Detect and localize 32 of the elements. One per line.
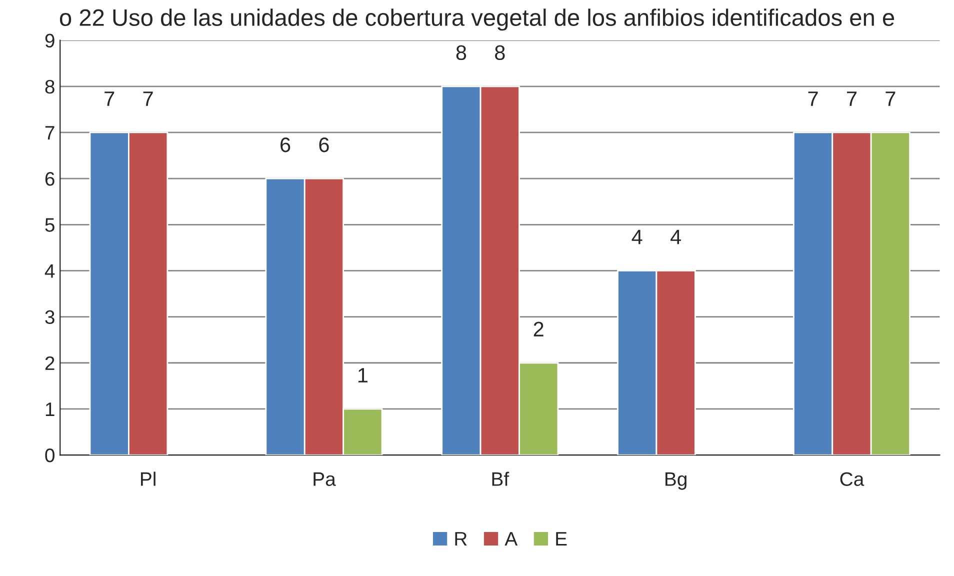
data-label: 2 bbox=[534, 322, 544, 336]
y-tick-label: 3 bbox=[45, 310, 54, 324]
data-label: 4 bbox=[632, 230, 642, 244]
data-label: 6 bbox=[319, 137, 329, 152]
data-label: 7 bbox=[808, 92, 818, 106]
data-label: 8 bbox=[495, 45, 505, 60]
y-tick-label: 9 bbox=[45, 34, 54, 48]
data-label: 1 bbox=[358, 368, 368, 382]
x-tick-label: Ca bbox=[840, 472, 864, 486]
legend-label: E bbox=[556, 532, 567, 546]
y-tick-label: 5 bbox=[45, 218, 54, 232]
data-label: 7 bbox=[886, 92, 896, 106]
legend-label: A bbox=[504, 532, 518, 546]
data-label: 4 bbox=[670, 230, 681, 244]
y-tick-label: 6 bbox=[45, 172, 54, 186]
y-tick-label: 7 bbox=[45, 126, 54, 140]
y-tick-label: 2 bbox=[45, 356, 54, 370]
data-label: 8 bbox=[456, 45, 466, 60]
legend-label: R bbox=[455, 532, 467, 546]
x-tick-label: Pl bbox=[141, 472, 156, 486]
data-label: 6 bbox=[280, 137, 290, 152]
data-label: 7 bbox=[104, 92, 114, 106]
y-tick-label: 4 bbox=[44, 264, 55, 278]
x-tick-label: Bf bbox=[492, 472, 510, 486]
y-tick-label: 8 bbox=[45, 80, 54, 94]
data-label: 7 bbox=[143, 92, 153, 106]
x-tick-label: Bg bbox=[666, 472, 686, 490]
chart-title: o 22 Uso de las unidades de cobertura vegetal de los anfibios identificados en e bbox=[60, 8, 894, 31]
y-tick-label: 0 bbox=[45, 448, 54, 462]
y-tick-label: 1 bbox=[46, 402, 54, 416]
x-tick-label: Pa bbox=[314, 472, 336, 486]
data-label: 7 bbox=[847, 92, 856, 106]
